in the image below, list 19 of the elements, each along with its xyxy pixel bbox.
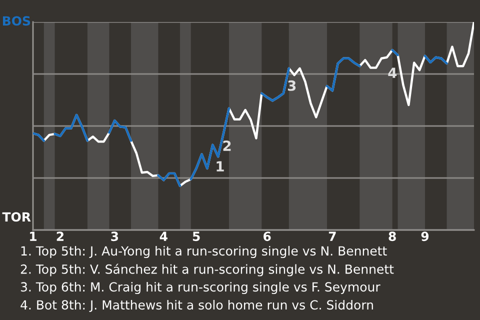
annotation: 3 [288, 80, 296, 91]
x-tick-label: 4 [160, 232, 168, 241]
text: BOS [2, 16, 30, 26]
text: 1. Top 5th: J. Au-Yong hit a run-scoring single vs N. Bennett [21, 246, 387, 258]
x-tick-label: 3 [111, 232, 118, 242]
text: 3. Top 6th: M. Craig hit a run-scoring single vs F. Seymour [20, 282, 380, 294]
x-tick-label: 9 [421, 232, 429, 242]
x-tick-label: 8 [388, 232, 396, 242]
text: TOR [2, 212, 31, 222]
annotation: 2 [223, 140, 231, 151]
x-tick-label: 1 [30, 232, 36, 241]
x-tick-label: 5 [192, 232, 200, 242]
x-tick-label: 7 [328, 232, 336, 241]
annotation: 1 [216, 161, 224, 172]
annotation: 4 [388, 68, 397, 78]
text: 2. Top 5th: V. Sánchez hit a run-scoring single vs N. Bennett [20, 264, 394, 276]
x-tick-label: 6 [264, 232, 271, 242]
x-tick-label: 2 [56, 232, 64, 241]
text: 4. Bot 8th: J. Matthews hit a solo home run vs C. Siddorn [20, 300, 373, 312]
